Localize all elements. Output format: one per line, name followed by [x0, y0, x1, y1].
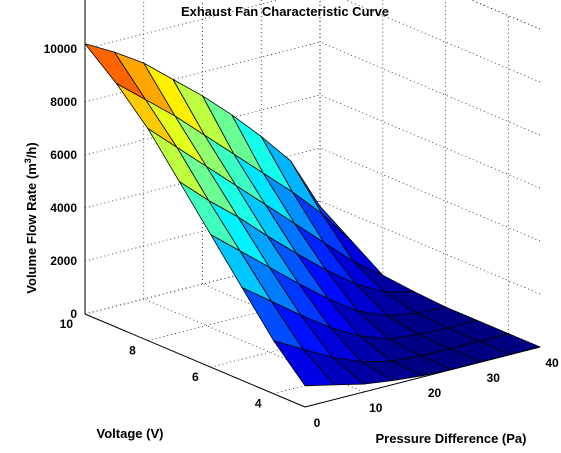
z-tick-label: 10000	[44, 42, 78, 56]
z-tick-label: 12000	[44, 0, 78, 3]
grid-line	[84, 147, 321, 209]
grid-line	[84, 253, 321, 315]
y-tick-label: 4	[255, 397, 262, 411]
x-tick-label: 20	[428, 386, 442, 400]
z-tick-label: 6000	[50, 148, 77, 162]
x-tick-label: 40	[545, 356, 559, 370]
grid-line	[319, 94, 541, 189]
grid-line	[210, 306, 446, 368]
y-tick-label: 6	[192, 370, 199, 384]
z-axis-label: Volume Flow Rate (m3/h)	[23, 142, 39, 293]
grid-line	[84, 94, 321, 156]
z-tick-label: 2000	[50, 254, 77, 268]
grid-line	[84, 200, 321, 262]
y-tick-label: 8	[129, 344, 136, 358]
y-tick-label: 10	[60, 317, 74, 331]
z-tick-label: 4000	[50, 201, 77, 215]
axes	[84, 0, 541, 408]
y-axis-line	[84, 313, 306, 408]
x-tick-label: 10	[369, 401, 383, 415]
z-tick-label: 8000	[50, 95, 77, 109]
grid-line	[147, 280, 383, 341]
y-axis-label: Voltage (V)	[97, 426, 164, 441]
grid-line	[319, 41, 541, 136]
surface-plot	[84, 43, 541, 387]
z-tick-label: 0	[70, 307, 77, 321]
tick-labels: 0102030404681002000400060008000100001200…	[44, 0, 559, 430]
grid-line	[319, 147, 541, 242]
x-axis-label: Pressure Difference (Pa)	[375, 431, 526, 446]
x-tick-label: 30	[487, 371, 501, 385]
chart-title: Exhaust Fan Characteristic Curve	[181, 4, 389, 19]
x-axis-line	[304, 346, 541, 408]
x-tick-label: 0	[314, 416, 321, 430]
grid-line	[84, 0, 279, 50]
